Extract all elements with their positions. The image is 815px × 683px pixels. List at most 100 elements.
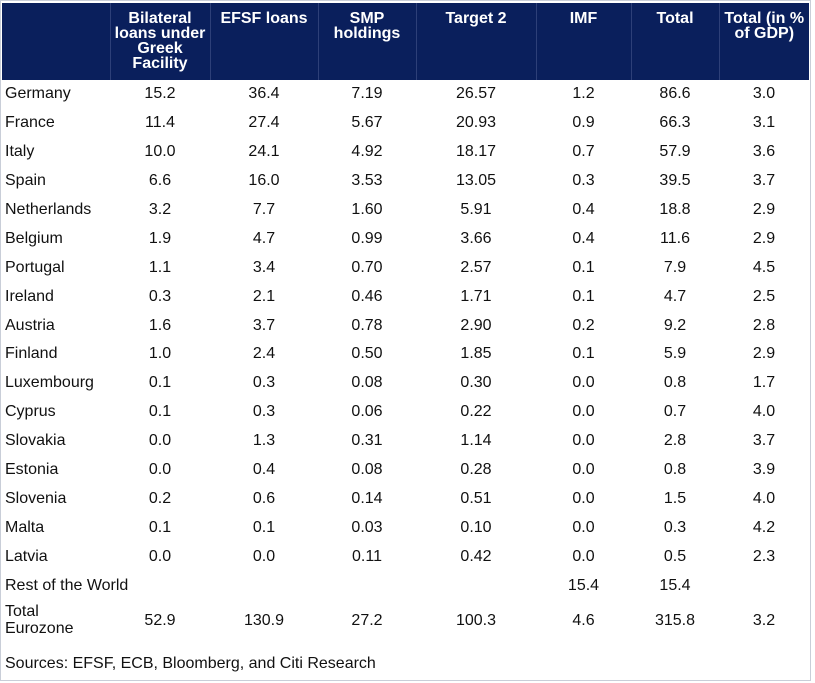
cell-imf: 0.7 — [572, 143, 595, 161]
cell-pct-gdp: 4.0 — [752, 489, 776, 507]
cell-imf: 0.1 — [572, 287, 595, 305]
cell-smp: 5.67 — [351, 114, 383, 132]
cell-bilateral: 15.2 — [144, 85, 176, 103]
header-country — [2, 3, 110, 80]
cell-target2: 1.85 — [460, 345, 492, 363]
cell-target2: 1.71 — [460, 287, 492, 305]
cell-imf: 0.4 — [572, 201, 595, 218]
cell-pct-gdp: 4.2 — [752, 518, 776, 536]
table-row: Italy 10.0 24.1 4.92 18.17 0.7 57.9 3.6 — [2, 138, 809, 167]
table-row: Slovenia 0.2 0.6 0.14 0.51 0.0 1.5 4.0 — [2, 484, 809, 513]
cell-efsf: 0.6 — [252, 489, 276, 507]
cell-imf: 0.0 — [572, 403, 595, 421]
table-row: Ireland 0.3 2.1 0.46 1.71 0.1 4.7 2.5 — [2, 282, 809, 311]
cell-country: Spain — [5, 172, 46, 190]
cell-smp — [318, 571, 416, 600]
cell-total: 4.7 — [663, 287, 687, 305]
total-bilateral: 52.9 — [144, 611, 176, 629]
total-label: Total Eurozone — [5, 603, 74, 638]
cell-pct-gdp: 4.5 — [752, 258, 776, 276]
cell-country: Cyprus — [5, 403, 56, 421]
cell-bilateral: 0.0 — [148, 547, 172, 565]
cell-efsf: 0.3 — [252, 374, 276, 392]
cell-bilateral: 0.1 — [148, 403, 172, 421]
cell-total: 1.5 — [663, 489, 687, 507]
cell-imf: 0.1 — [572, 345, 595, 363]
cell-efsf: 0.3 — [252, 403, 276, 421]
header-total: Total — [630, 3, 719, 80]
cell-pct-gdp: 2.3 — [752, 547, 776, 565]
total-total: 315.8 — [654, 611, 696, 629]
cell-pct-gdp: 2.9 — [752, 229, 776, 247]
cell-target2: 13.05 — [455, 172, 497, 190]
cell-bilateral: 0.1 — [148, 518, 172, 536]
cell-total: 86.6 — [659, 85, 691, 103]
cell-target2 — [416, 571, 536, 600]
cell-smp: 0.14 — [351, 489, 383, 507]
cell-bilateral: 1.9 — [148, 229, 172, 247]
header-total-pct-gdp: Total (in % of GDP) — [718, 3, 809, 80]
table-row: Austria 1.6 3.7 0.78 2.90 0.2 9.2 2.8 — [2, 311, 809, 340]
cell-imf: 0.0 — [572, 374, 595, 392]
cell-bilateral: 0.0 — [148, 461, 172, 479]
cell-country: Finland — [5, 345, 58, 363]
total-pct-gdp: 3.2 — [752, 611, 776, 629]
cell-total: 11.6 — [660, 229, 690, 247]
cell-imf: 0.0 — [572, 547, 595, 565]
cell-efsf: 3.4 — [252, 258, 276, 276]
cell-total: 0.5 — [663, 547, 687, 565]
cell-total: 0.8 — [663, 374, 687, 392]
cell-total: 18.8 — [659, 201, 691, 218]
cell-efsf: 36.4 — [248, 85, 280, 103]
cell-total: 0.3 — [663, 518, 687, 536]
cell-total: 39.5 — [659, 172, 691, 190]
cell-smp: 0.11 — [352, 547, 382, 565]
cell-target2: 0.51 — [460, 489, 492, 507]
cell-target2: 3.66 — [460, 229, 492, 247]
cell-imf: 0.4 — [572, 229, 595, 247]
table-row: Finland 1.0 2.4 0.50 1.85 0.1 5.9 2.9 — [2, 340, 809, 369]
total-efsf: 130.9 — [243, 611, 285, 629]
cell-total: 0.8 — [663, 461, 687, 479]
cell-pct-gdp: 2.8 — [752, 316, 776, 334]
cell-smp: 0.99 — [351, 229, 383, 247]
cell-target2: 2.57 — [460, 258, 492, 276]
table-header-row: Bilateral loans under Greek Facility EFS… — [2, 3, 809, 80]
cell-bilateral: 0.0 — [148, 432, 172, 450]
cell-smp: 7.19 — [351, 85, 383, 103]
cell-smp: 0.08 — [351, 461, 383, 479]
cell-efsf: 3.7 — [252, 316, 276, 334]
cell-country: Luxembourg — [5, 374, 94, 392]
table-body: Germany 15.2 36.4 7.19 26.57 1.2 86.6 3.0 France… — [2, 80, 809, 640]
cell-imf: 15.4 — [567, 576, 600, 594]
cell-country: Belgium — [5, 229, 63, 247]
cell-bilateral: 0.1 — [148, 374, 172, 392]
cell-target2: 2.90 — [460, 316, 492, 334]
table-row: Latvia 0.0 0.0 0.11 0.42 0.0 0.5 2.3 — [2, 542, 809, 571]
cell-country: Austria — [5, 316, 55, 334]
source-note: Sources: EFSF, ECB, Bloomberg, and Citi … — [5, 655, 376, 672]
header-target-2: Target 2 — [415, 3, 536, 80]
table-row: Estonia 0.0 0.4 0.08 0.28 0.0 0.8 3.9 — [2, 456, 809, 485]
cell-target2: 0.10 — [460, 518, 492, 536]
header-efsf-loans: EFSF loans — [209, 3, 318, 80]
cell-country: Rest of the World — [5, 576, 129, 594]
cell-bilateral: 0.3 — [148, 287, 172, 305]
table-row: Luxembourg 0.1 0.3 0.08 0.30 0.0 0.8 1.7 — [2, 369, 809, 398]
cell-total: 7.9 — [663, 258, 687, 276]
cell-target2: 0.22 — [460, 403, 492, 421]
cell-smp: 0.46 — [351, 287, 383, 305]
cell-country: Slovakia — [5, 432, 66, 450]
cell-pct-gdp: 2.9 — [752, 201, 776, 218]
cell-bilateral: 1.0 — [148, 345, 172, 363]
header-imf: IMF — [535, 3, 631, 80]
cell-efsf: 0.0 — [252, 547, 276, 565]
cell-total: 66.3 — [659, 114, 691, 132]
cell-efsf — [210, 571, 318, 600]
cell-smp: 0.78 — [351, 316, 383, 334]
cell-bilateral: 0.2 — [148, 489, 172, 507]
table-row: Spain 6.6 16.0 3.53 13.05 0.3 39.5 3.7 — [2, 167, 809, 196]
cell-country: Ireland — [5, 287, 54, 305]
cell-pct-gdp: 3.6 — [752, 143, 776, 161]
cell-pct-gdp — [719, 571, 809, 600]
